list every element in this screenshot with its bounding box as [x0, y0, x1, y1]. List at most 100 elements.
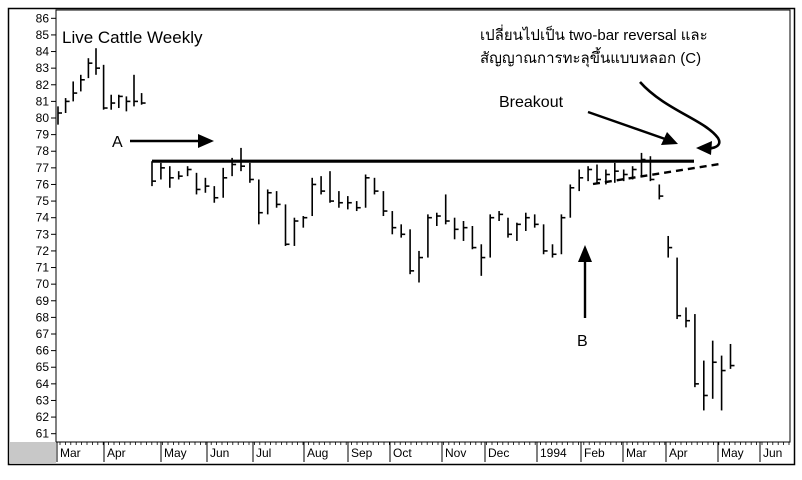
y-tick-label: 67 — [36, 327, 50, 341]
y-tick-label: 68 — [36, 310, 50, 324]
x-tick-label: Sep — [351, 446, 373, 460]
y-axis: 61 62 63 64 65 66 67 68 69 70 71 72 73 74 75 76 77 78 79 80… — [36, 11, 56, 441]
x-tick-label: Mar — [60, 446, 81, 460]
y-tick-label: 77 — [36, 161, 50, 175]
price-bar — [400, 224, 406, 238]
price-bar — [524, 212, 530, 231]
price-bar — [702, 360, 708, 411]
price-bar — [711, 340, 717, 399]
y-tick-label: 70 — [36, 277, 50, 291]
price-bar — [435, 212, 441, 226]
label-breakout: Breakout — [499, 94, 564, 111]
price-bar — [382, 191, 388, 217]
price-bar — [240, 147, 245, 172]
price-bar — [275, 191, 281, 208]
y-tick-label: 71 — [36, 261, 50, 275]
price-bar — [204, 177, 210, 193]
price-bar — [64, 98, 70, 114]
price-bar — [213, 186, 219, 203]
price-bar — [542, 224, 548, 255]
price-bar — [676, 257, 682, 320]
y-tick-label: 79 — [36, 128, 50, 142]
price-bar — [587, 166, 593, 182]
x-tick-label: Dec — [488, 446, 509, 460]
x-tick-label: Nov — [445, 446, 466, 460]
price-bar — [249, 162, 254, 183]
y-tick-label: 78 — [36, 144, 50, 158]
price-bar — [453, 217, 459, 240]
price-bar — [266, 189, 272, 215]
label-a: A — [112, 134, 123, 151]
arrow-b — [578, 245, 592, 318]
y-tick-label: 76 — [36, 177, 50, 191]
y-tick-label: 72 — [36, 244, 50, 258]
price-bar — [257, 179, 263, 225]
y-tick-label: 82 — [36, 78, 50, 92]
price-bar — [658, 184, 664, 200]
price-bar — [118, 94, 123, 109]
price-bar — [685, 307, 690, 328]
price-bar — [80, 74, 85, 92]
dashed-trendline — [592, 162, 721, 186]
y-tick-label: 85 — [36, 28, 50, 42]
price-bar — [338, 191, 343, 208]
y-tick-label: 75 — [36, 194, 50, 208]
y-tick-label: 86 — [36, 11, 50, 25]
price-bar — [320, 176, 326, 195]
price-bar — [186, 166, 192, 177]
x-tick-label: Feb — [584, 446, 605, 460]
y-tick-label: 73 — [36, 227, 50, 241]
arrow-a — [130, 134, 214, 148]
price-bar — [569, 184, 575, 218]
price-bar — [578, 169, 584, 192]
price-bar — [284, 204, 290, 246]
price-bar — [355, 201, 361, 212]
y-tick-label: 80 — [36, 111, 50, 125]
axis-corner-block — [10, 442, 56, 463]
price-bar — [427, 214, 432, 258]
y-tick-label: 62 — [36, 410, 50, 424]
price-bar — [364, 174, 370, 208]
price-bar — [613, 162, 619, 183]
price-bar — [462, 221, 468, 241]
price-bar — [140, 93, 146, 105]
label-b: B — [577, 333, 588, 350]
x-tick-label: Apr — [107, 446, 126, 460]
price-bar — [125, 96, 131, 112]
price-bar — [222, 167, 228, 198]
y-tick-label: 84 — [36, 45, 50, 59]
price-bar — [87, 58, 93, 79]
price-bar — [533, 214, 539, 228]
reversal-note-line2: สัญญาณการทะลุขึ้นแบบหลอก (C) — [480, 47, 701, 68]
price-bar — [391, 211, 397, 235]
price-bar — [480, 244, 486, 276]
price-bar — [102, 64, 108, 110]
y-tick-label: 83 — [36, 61, 50, 75]
price-bar — [346, 196, 352, 210]
price-bar — [177, 171, 183, 180]
x-tick-label: Jun — [763, 446, 782, 460]
price-bar — [418, 250, 423, 283]
price-bar — [551, 244, 557, 258]
x-tick-label: May — [721, 446, 744, 460]
x-tick-label: May — [164, 446, 187, 460]
plot-area — [55, 9, 791, 443]
y-tick-label: 69 — [36, 294, 50, 308]
price-bar — [444, 194, 450, 225]
price-bar — [110, 94, 116, 110]
price-bar — [133, 74, 138, 107]
chart-title: Live Cattle Weekly — [62, 28, 203, 47]
x-tick-label: Oct — [393, 446, 412, 460]
y-tick-label: 64 — [36, 377, 50, 391]
price-bar — [471, 226, 477, 250]
price-bar — [489, 214, 495, 258]
y-tick-label: 74 — [36, 211, 50, 225]
price-bar — [596, 164, 601, 183]
price-bar — [57, 106, 62, 125]
price-bar — [516, 222, 521, 241]
price-bar — [151, 161, 156, 187]
price-bar — [640, 152, 646, 177]
y-tick-label: 63 — [36, 393, 50, 407]
price-bar — [373, 177, 379, 195]
